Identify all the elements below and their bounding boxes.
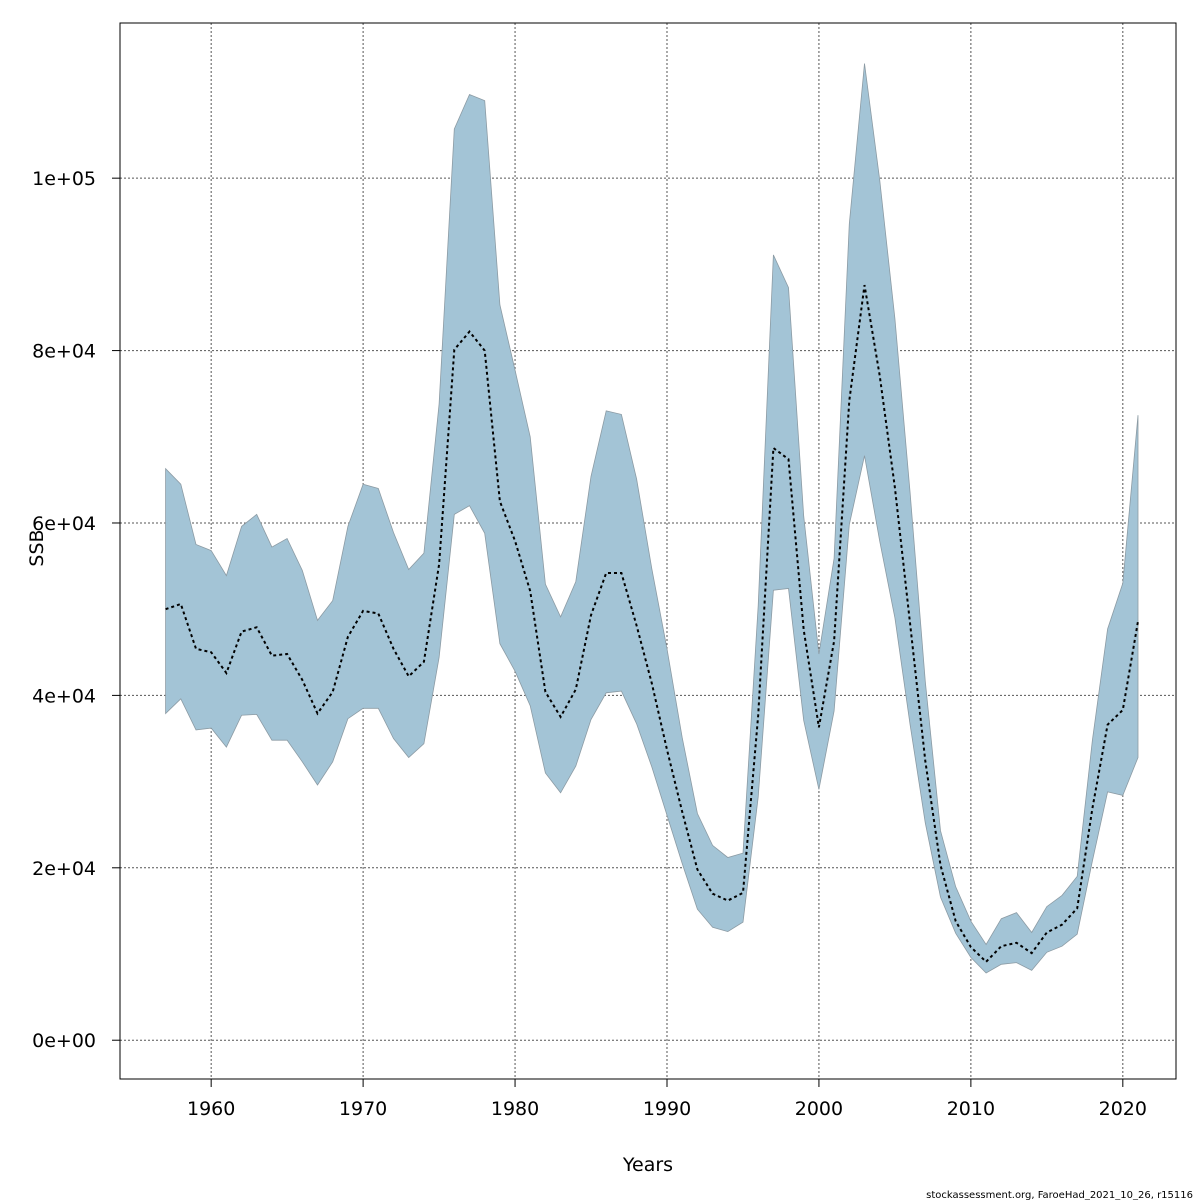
y-tick-label: 2e+04	[32, 858, 96, 880]
x-axis: 1960 1970 1980 1990 2000 2010 2020	[187, 1079, 1147, 1120]
y-tick-label: 0e+00	[32, 1030, 96, 1052]
x-axis-title: Years	[622, 1154, 673, 1176]
x-tick-label: 2010	[947, 1098, 995, 1120]
x-tick-label: 1970	[339, 1098, 387, 1120]
confidence-band	[165, 63, 1139, 974]
x-tick-label: 1990	[643, 1098, 691, 1120]
y-axis-title: SSB	[26, 529, 48, 566]
x-tick-label: 2000	[795, 1098, 843, 1120]
y-tick-label: 1e+05	[32, 168, 96, 190]
y-tick-label: 6e+04	[32, 513, 96, 535]
x-tick-label: 2020	[1099, 1098, 1147, 1120]
ssb-estimate-line	[165, 284, 1139, 964]
x-tick-label: 1980	[491, 1098, 539, 1120]
y-tick-label: 8e+04	[32, 341, 96, 363]
x-tick-label: 1960	[187, 1098, 235, 1120]
y-axis: 0e+00 2e+04 4e+04 6e+04 8e+04 1e+05	[32, 168, 120, 1052]
plot-frame	[119, 22, 1177, 1080]
y-tick-label: 4e+04	[32, 685, 96, 707]
credit-text: stockassessment.org, FaroeHad_2021_10_26…	[926, 1190, 1193, 1200]
